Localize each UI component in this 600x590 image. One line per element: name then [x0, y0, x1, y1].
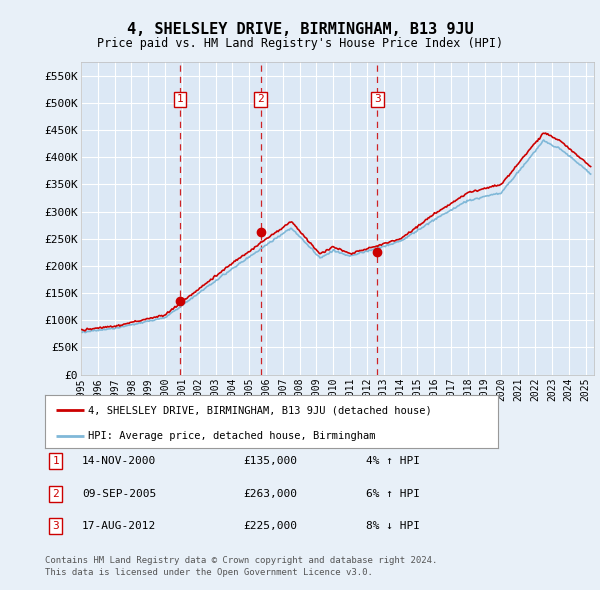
Text: 3: 3 — [374, 94, 381, 104]
Text: £263,000: £263,000 — [243, 489, 297, 499]
Text: 3: 3 — [52, 522, 59, 531]
Text: £225,000: £225,000 — [243, 522, 297, 531]
Text: This data is licensed under the Open Government Licence v3.0.: This data is licensed under the Open Gov… — [45, 568, 373, 576]
Text: 6% ↑ HPI: 6% ↑ HPI — [366, 489, 420, 499]
Text: 2: 2 — [257, 94, 264, 104]
Text: 4, SHELSLEY DRIVE, BIRMINGHAM, B13 9JU (detached house): 4, SHELSLEY DRIVE, BIRMINGHAM, B13 9JU (… — [88, 405, 432, 415]
Text: HPI: Average price, detached house, Birmingham: HPI: Average price, detached house, Birm… — [88, 431, 376, 441]
Text: 14-NOV-2000: 14-NOV-2000 — [82, 457, 157, 466]
Text: 4, SHELSLEY DRIVE, BIRMINGHAM, B13 9JU: 4, SHELSLEY DRIVE, BIRMINGHAM, B13 9JU — [127, 22, 473, 37]
Text: £135,000: £135,000 — [243, 457, 297, 466]
Text: 17-AUG-2012: 17-AUG-2012 — [82, 522, 157, 531]
Text: 2: 2 — [52, 489, 59, 499]
Text: 1: 1 — [176, 94, 183, 104]
Text: Contains HM Land Registry data © Crown copyright and database right 2024.: Contains HM Land Registry data © Crown c… — [45, 556, 437, 565]
Text: Price paid vs. HM Land Registry's House Price Index (HPI): Price paid vs. HM Land Registry's House … — [97, 37, 503, 50]
Text: 09-SEP-2005: 09-SEP-2005 — [82, 489, 157, 499]
Text: 4% ↑ HPI: 4% ↑ HPI — [366, 457, 420, 466]
Text: 8% ↓ HPI: 8% ↓ HPI — [366, 522, 420, 531]
Text: 1: 1 — [52, 457, 59, 466]
